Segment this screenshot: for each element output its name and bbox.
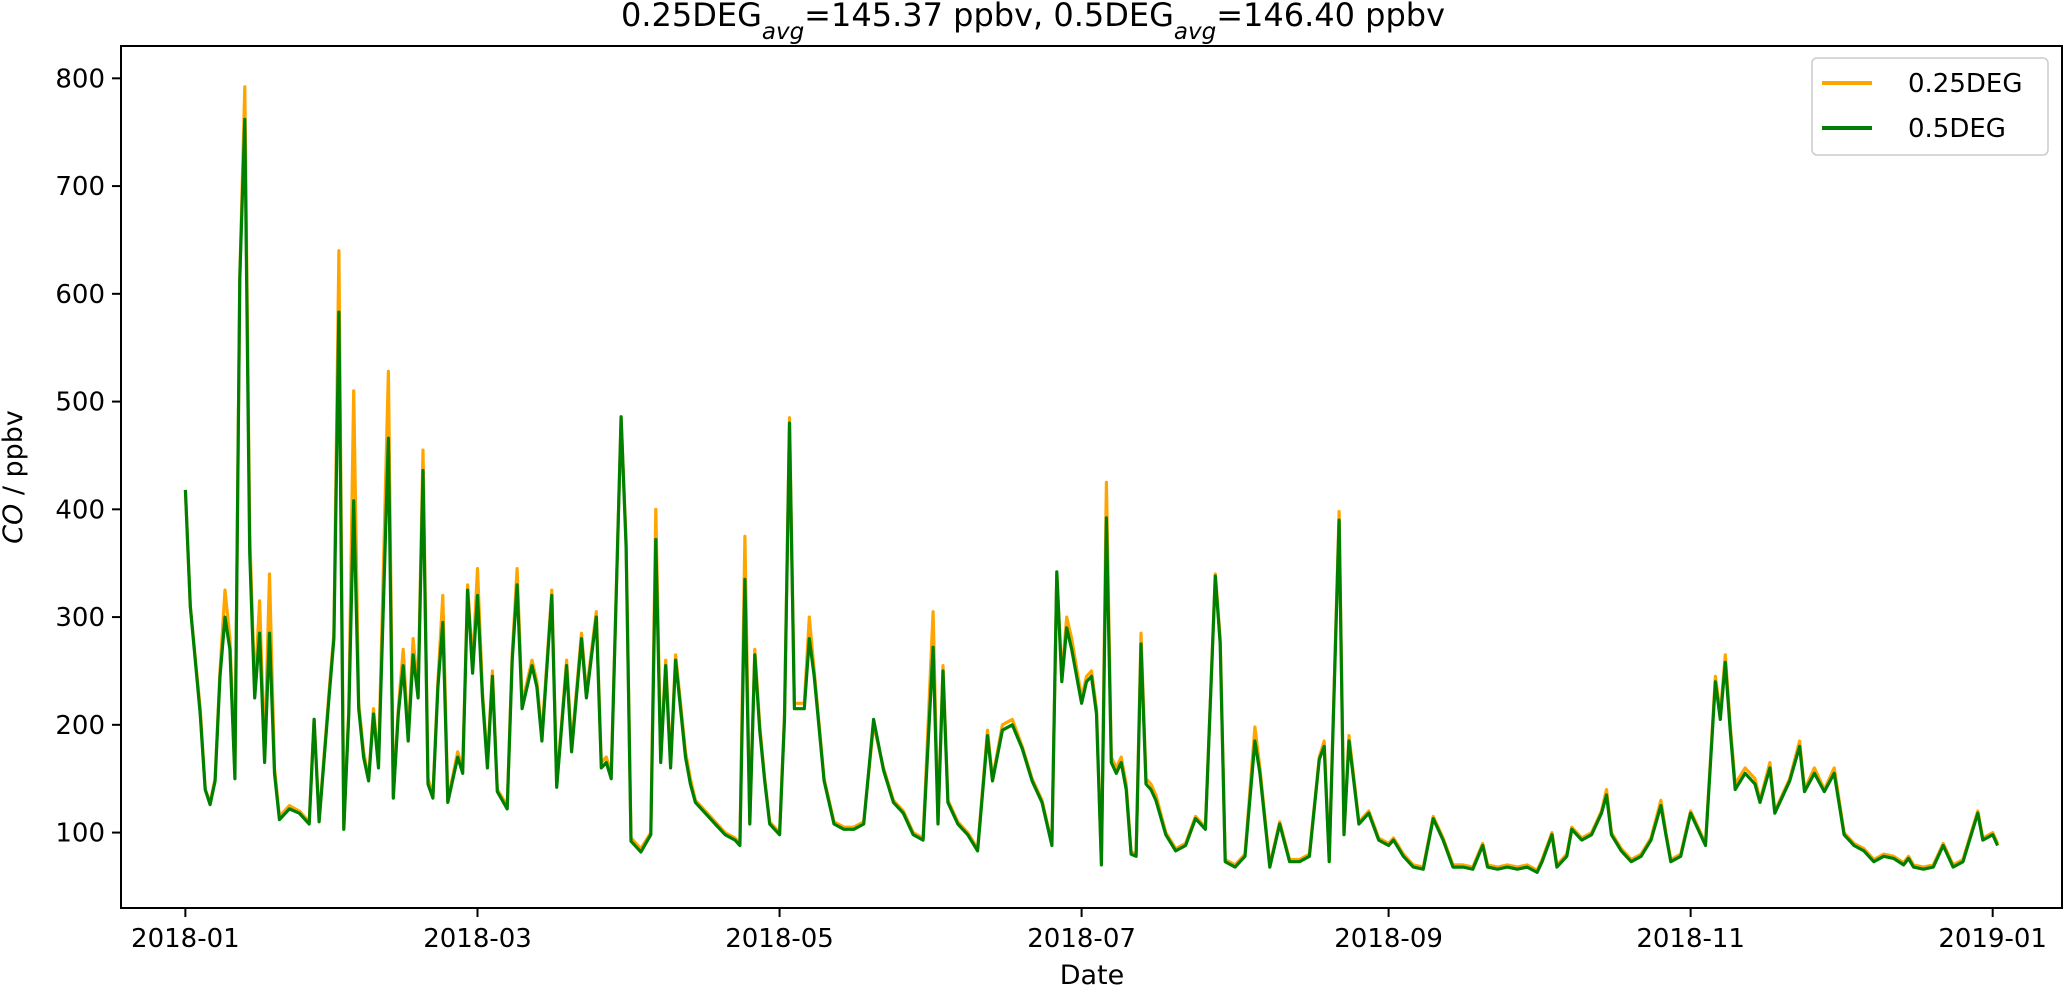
x-axis: 2018-01 2018-03 2018-05 2018-07 2018-09 2018-…	[131, 908, 2047, 954]
chart-title: 0.25DEGavg=145.37 ppbv, 0.5DEGavg=146.40…	[621, 0, 1445, 45]
legend-label-0.25deg: 0.25DEG	[1908, 69, 2023, 99]
y-tick-label: 200	[55, 711, 105, 741]
series-layer	[183, 85, 2000, 874]
plot-frame	[120, 45, 2063, 909]
x-tick-label: 2018-09	[1334, 924, 1443, 954]
x-tick-label: 2018-11	[1636, 924, 1745, 954]
y-axis-label: CO / ppbv	[0, 410, 29, 544]
y-tick-label: 500	[55, 388, 105, 418]
x-tick-label: 2018-07	[1027, 924, 1136, 954]
y-axis: 100 200 300 400 500 600 700 800	[55, 64, 121, 849]
x-axis-label: Date	[1060, 960, 1125, 991]
y-tick-label: 800	[55, 64, 105, 94]
x-tick-label: 2019-01	[1938, 924, 2047, 954]
plot-area	[120, 45, 2063, 909]
series-line-0.5deg	[183, 117, 2000, 874]
legend-label-0.5deg: 0.5DEG	[1908, 114, 2006, 144]
y-tick-label: 600	[55, 280, 105, 310]
legend: 0.25DEG 0.5DEG	[1811, 57, 2049, 156]
y-tick-label: 300	[55, 603, 105, 633]
y-tick-label: 400	[55, 495, 105, 525]
x-tick-label: 2018-03	[423, 924, 532, 954]
y-tick-label: 100	[55, 819, 105, 849]
y-tick-label: 700	[55, 172, 105, 202]
x-tick-label: 2018-01	[131, 924, 240, 954]
x-tick-label: 2018-05	[725, 924, 834, 954]
